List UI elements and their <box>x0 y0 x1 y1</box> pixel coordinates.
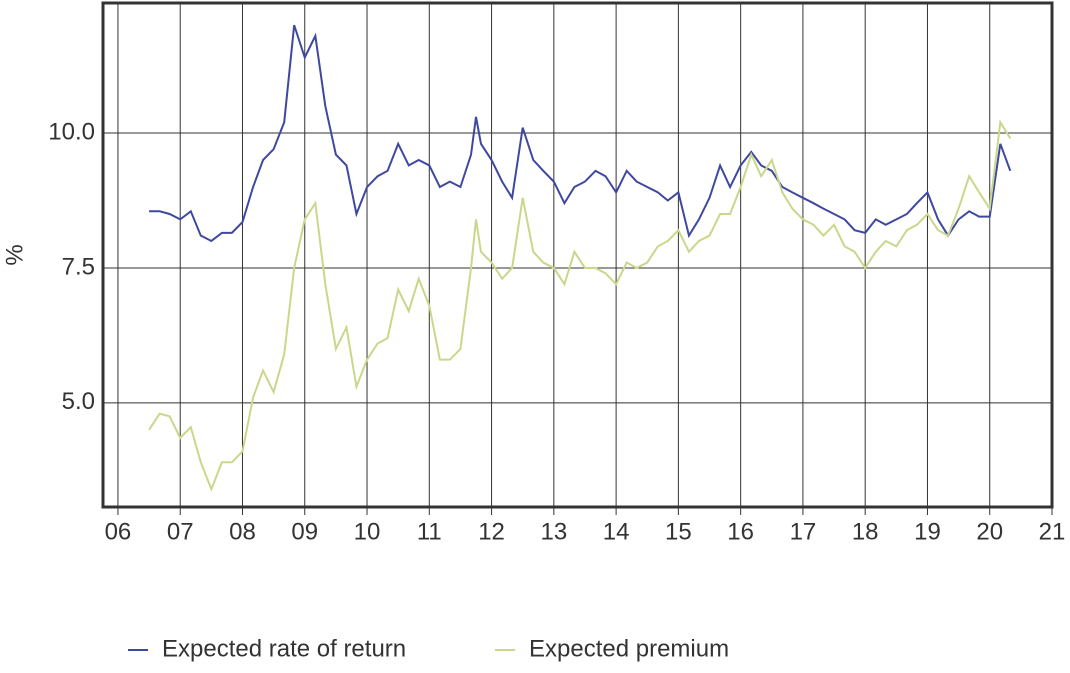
x-tick-label: 21 <box>1039 518 1066 545</box>
x-tick-label: 09 <box>291 518 318 545</box>
series-line <box>148 119 1012 492</box>
y-tick-label: 10.0 <box>48 118 95 145</box>
x-tick-label: 14 <box>603 518 630 545</box>
legend-label: Expected rate of return <box>162 635 406 662</box>
x-tick-label: 13 <box>540 518 567 545</box>
series-line <box>149 24 1012 243</box>
x-tick-label: 06 <box>105 518 132 545</box>
x-tick-label: 19 <box>914 518 941 545</box>
plot-border <box>101 1 1054 509</box>
x-tick-label: 08 <box>229 518 256 545</box>
legend-label: Expected premium <box>529 635 729 662</box>
x-tick-label: 11 <box>417 518 442 545</box>
y-axis-label: % <box>1 244 28 265</box>
x-tick-label: 07 <box>167 518 194 545</box>
y-tick-label: 5.0 <box>62 388 95 415</box>
x-tick-label: 10 <box>354 518 381 545</box>
x-tick-label: 17 <box>790 518 817 545</box>
x-tick-label: 20 <box>976 518 1003 545</box>
x-tick-label: 18 <box>852 518 879 545</box>
x-tick-label: 15 <box>665 518 692 545</box>
y-tick-label: 7.5 <box>62 253 95 280</box>
x-tick-label: 12 <box>478 518 505 545</box>
x-tick-label: 16 <box>727 518 754 545</box>
